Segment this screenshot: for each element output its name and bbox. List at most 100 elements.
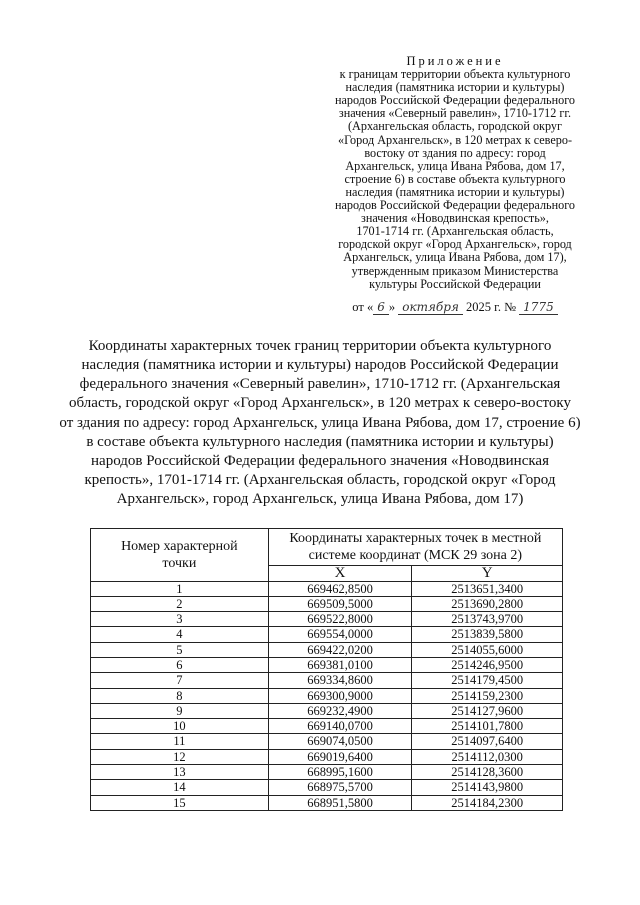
point-number: 2 [90,595,269,613]
point-number: 6 [90,656,269,674]
x-coordinate: 668975,5700 [267,779,413,796]
table-row: 7 669334,8600 2514179,4500 [90,672,563,689]
y-coordinate: 2514246,9500 [411,656,563,674]
appendix-line: 1701-1714 гг. (Архангельская область, [356,224,554,239]
appendix-line: востоку от здания по адресу: город [364,145,546,160]
order-year: 2025 г. № [466,299,517,314]
y-coordinate: 2514055,6000 [411,641,563,659]
appendix-line: строение 6) в составе объекта культурног… [344,171,566,186]
y-coordinate: 2513839,5800 [411,626,563,643]
header-point-number: Номер характерной точки [90,527,269,582]
table-row: 1 669462,8500 2513651,3400 [90,580,563,597]
appendix-heading: Приложение [406,54,504,68]
point-number: 5 [90,641,269,659]
table-row: 13 668995,1600 2514128,3600 [90,764,563,781]
header-coordinates: Координаты характерных точек в местной с… [267,527,564,566]
table-row: 8 669300,9000 2514159,2300 [90,687,563,704]
title-line: от здания по адресу: город Архангельск, … [59,414,581,431]
y-coordinate: 2514127,9600 [411,702,563,720]
x-coordinate: 669300,9000 [267,687,413,704]
point-number: 1 [90,580,269,597]
point-number: 15 [90,794,269,811]
order-mid: » [388,299,396,314]
point-number: 9 [90,702,269,720]
appendix-line: наследия (памятника истории и культуры) [345,80,565,95]
y-coordinate: 2514159,2300 [411,687,563,704]
appendix-line: значения «Северный равелин», 1710-1712 г… [338,106,572,121]
appendix-line: народов Российской Федерации федеральног… [335,93,575,108]
point-number: 3 [90,611,269,628]
appendix-line: значения «Новодвинская крепость», [361,211,549,226]
y-coordinate: 2514184,2300 [411,794,563,811]
y-coordinate: 2514112,0300 [411,748,563,766]
header-x: X [267,564,413,582]
point-number: 7 [90,672,269,689]
x-coordinate: 669509,5000 [267,595,413,613]
y-coordinate: 2514097,6400 [411,733,563,750]
appendix-line: наследия (памятника истории и культуры) [345,184,565,199]
y-coordinate: 2513690,2800 [411,595,563,613]
x-coordinate: 669019,6400 [267,748,413,766]
table-row: 10 669140,0700 2514101,7800 [90,718,563,735]
x-coordinate: 669381,0100 [267,656,413,674]
x-coordinate: 669462,8500 [267,580,413,597]
point-number: 10 [90,718,269,735]
table-row: 3 669522,8000 2513743,9700 [90,611,563,628]
table-row: 4 669554,0000 2513839,5800 [90,626,563,643]
point-number: 4 [90,626,269,643]
table-row: 12 669019,6400 2514112,0300 [90,748,563,766]
title-line: Координаты характерных точек границ терр… [88,337,552,354]
title-line: крепость», 1701-1714 гг. (Архангельская … [84,472,556,489]
x-coordinate: 669522,8000 [267,611,413,628]
table-row: 11 669074,0500 2514097,6400 [90,733,563,750]
appendix-line: народов Российской Федерации федеральног… [335,198,575,213]
order-day: 6 [373,299,389,315]
x-coordinate: 669232,4900 [267,702,413,720]
header-y: Y [411,564,563,582]
x-coordinate: 669422,0200 [267,641,413,659]
title-line: федерального значения «Северный равелин»… [79,376,561,393]
table-row: 9 669232,4900 2514127,9600 [90,702,563,720]
appendix-line: «Город Архангельск», в 120 метрах к севе… [337,132,573,147]
y-coordinate: 2514128,3600 [411,764,563,781]
x-coordinate: 668951,5800 [267,794,413,811]
title-line: народов Российской Федерации федеральног… [91,452,549,469]
x-coordinate: 669334,8600 [267,672,413,689]
order-number: 1775 [519,299,558,315]
appendix-line: Архангельск, улица Ивана Рябова, дом 17, [345,158,565,173]
point-number: 12 [90,748,269,766]
appendix-line: к границам территории объекта культурног… [339,67,571,82]
title-line: Архангельск», город Архангельск, улица И… [116,491,524,508]
title-line: область, городской округ «Город Архангел… [69,395,571,412]
y-coordinate: 2514179,4500 [411,672,563,689]
y-coordinate: 2514143,9800 [411,779,563,796]
table-row: 2 669509,5000 2513690,2800 [90,595,563,613]
title-line: в составе объекта культурного наследия (… [86,433,554,450]
order-reference: от «6» октября 2025 г. № 1775 [300,299,610,315]
y-coordinate: 2514101,7800 [411,718,563,735]
x-coordinate: 669074,0500 [267,733,413,750]
table-row: 6 669381,0100 2514246,9500 [90,656,563,674]
coordinates-table: Номер характерной точки Координаты харак… [90,527,564,811]
order-prefix: от « [352,299,374,314]
y-coordinate: 2513743,9700 [411,611,563,628]
appendix-line: городской округ «Город Архангельск», гор… [338,237,572,252]
point-number: 11 [90,733,269,750]
x-coordinate: 668995,1600 [267,764,413,781]
appendix-line: культуры Российской Федерации [369,276,541,291]
title-line: наследия (памятника истории и культуры) … [81,356,559,373]
point-number: 8 [90,687,269,704]
x-coordinate: 669554,0000 [267,626,413,643]
document-title: Координаты характерных точек границ терр… [0,337,640,510]
appendix-header: Приложение к границам территории объекта… [300,54,610,291]
table-row: 5 669422,0200 2514055,6000 [90,641,563,659]
table-row: 15 668951,5800 2514184,2300 [90,794,563,811]
appendix-line: (Архангельская область, городской округ [347,119,563,134]
appendix-line: утвержденным приказом Министерства [351,263,559,278]
order-month: октября [398,299,463,315]
y-coordinate: 2513651,3400 [411,580,563,597]
table-row: 14 668975,5700 2514143,9800 [90,779,563,796]
point-number: 13 [90,764,269,781]
appendix-line: Архангельск, улица Ивана Рябова, дом 17)… [343,250,567,265]
